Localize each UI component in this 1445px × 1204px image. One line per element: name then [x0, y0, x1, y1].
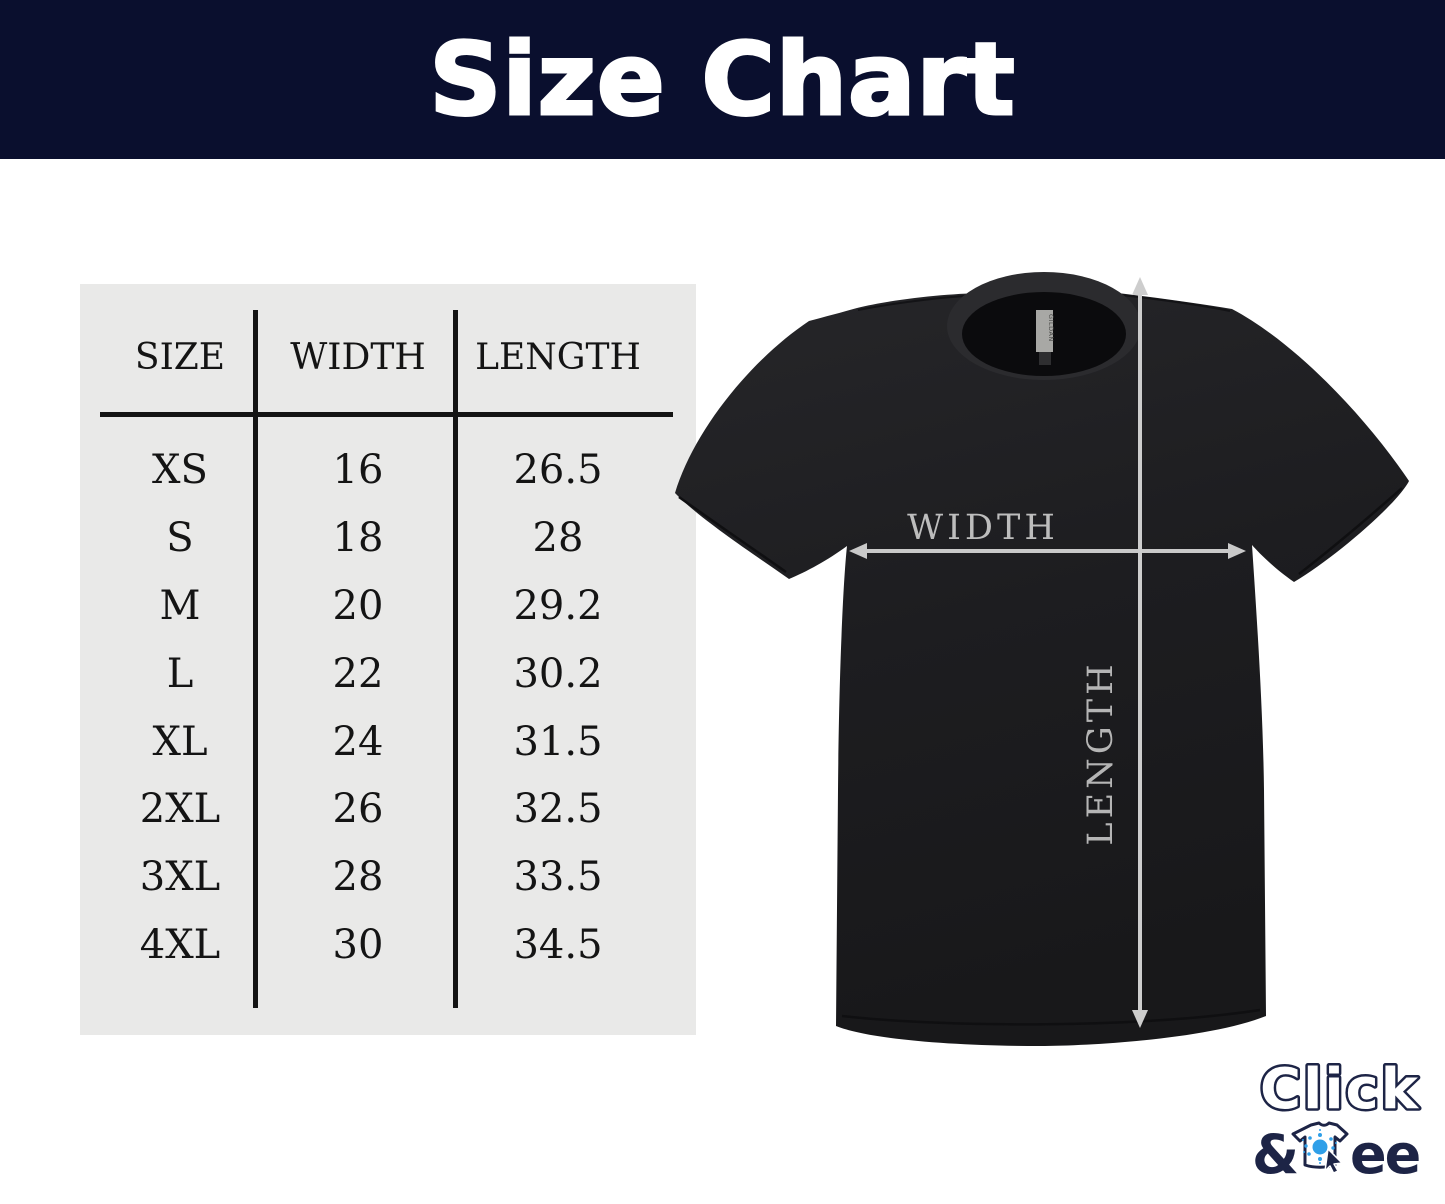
- size-table-panel: SIZE WIDTH LENGTH XS 16 26.5 S 18 28 M 2…: [80, 284, 696, 1035]
- table-header-rule: [100, 412, 673, 417]
- table-row: 2XL 26 32.5: [80, 775, 696, 843]
- width-arrow: [849, 543, 1246, 559]
- clickandtee-logo: Click & ee: [1252, 1058, 1422, 1186]
- left-sleeve-seam: [678, 495, 787, 574]
- size-cell: S: [166, 515, 194, 561]
- width-cell: 24: [332, 719, 384, 765]
- page-title: Size Chart: [428, 20, 1016, 140]
- length-cell: 32.5: [513, 786, 603, 832]
- length-cell: 28: [532, 515, 584, 561]
- table-header-row: SIZE WIDTH LENGTH: [80, 330, 696, 386]
- size-cell: XL: [152, 719, 208, 765]
- tee-icon: [1291, 1121, 1349, 1174]
- neck-tag: [1036, 310, 1053, 352]
- table-row: L 22 30.2: [80, 640, 696, 708]
- tshirt-silhouette: [675, 286, 1409, 1047]
- width-cell: 16: [332, 447, 384, 493]
- table-row: 4XL 30 34.5: [80, 911, 696, 979]
- size-cell: 3XL: [139, 854, 221, 900]
- size-cell: L: [166, 651, 194, 697]
- width-cell: 20: [332, 583, 384, 629]
- length-cell: 30.2: [513, 651, 603, 697]
- cursor-icon: [1324, 1148, 1343, 1174]
- width-label: WIDTH: [907, 508, 1059, 548]
- length-cell: 34.5: [513, 922, 603, 968]
- logo-word2: ee: [1350, 1123, 1420, 1186]
- table-column-divider: [253, 310, 258, 1008]
- width-cell: 26: [332, 786, 384, 832]
- care-label: [1039, 352, 1051, 365]
- table-row: 3XL 28 33.5: [80, 843, 696, 911]
- length-label: LENGTH: [1081, 660, 1121, 845]
- length-cell: 33.5: [513, 854, 603, 900]
- table-row: XL 24 31.5: [80, 708, 696, 776]
- size-cell: 2XL: [139, 786, 221, 832]
- size-cell: XS: [152, 447, 208, 493]
- tshirt-diagram: GILDAN WIDTH LENGTH: [675, 272, 1409, 1047]
- width-cell: 22: [332, 651, 384, 697]
- table-row: S 18 28: [80, 504, 696, 572]
- width-cell: 30: [332, 922, 384, 968]
- width-cell: 18: [332, 515, 384, 561]
- right-sleeve-seam: [1298, 487, 1403, 575]
- column-header-width: WIDTH: [290, 337, 426, 378]
- column-header-size: SIZE: [134, 337, 226, 378]
- length-arrow: [1132, 277, 1148, 1028]
- neck-tag-text: GILDAN: [1047, 314, 1055, 342]
- length-cell: 26.5: [513, 447, 603, 493]
- size-cell: 4XL: [139, 922, 221, 968]
- length-cell: 31.5: [513, 719, 603, 765]
- size-cell: M: [159, 583, 201, 629]
- hem-seam: [841, 1008, 1261, 1026]
- length-cell: 29.2: [513, 583, 603, 629]
- banner: Size Chart: [0, 0, 1445, 159]
- logo-ampersand: &: [1252, 1123, 1299, 1186]
- table-row: XS 16 26.5: [80, 436, 696, 504]
- column-header-length: LENGTH: [475, 337, 641, 378]
- table-column-divider: [453, 310, 458, 1008]
- table-row: M 20 29.2: [80, 572, 696, 640]
- width-cell: 28: [332, 854, 384, 900]
- logo-word1: Click: [1260, 1058, 1420, 1122]
